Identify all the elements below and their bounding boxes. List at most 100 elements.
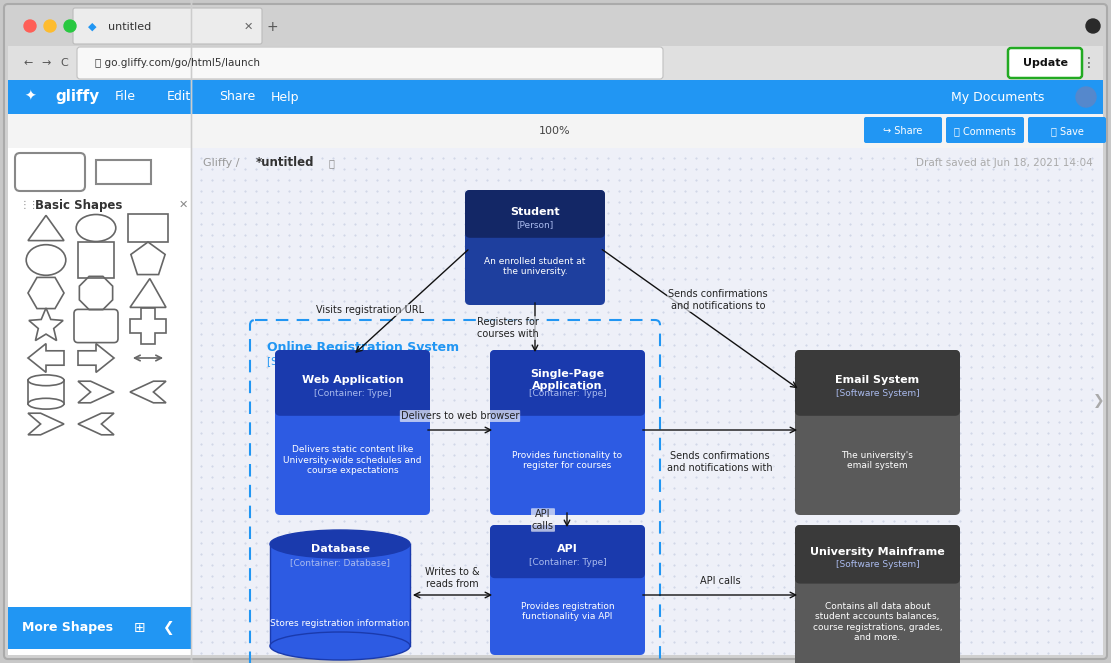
Text: Share: Share xyxy=(219,91,256,103)
Text: 💾 Save: 💾 Save xyxy=(1051,126,1083,136)
Text: Student: Student xyxy=(510,207,560,217)
Text: [Container: Database]: [Container: Database] xyxy=(290,558,390,568)
Text: More Shapes: More Shapes xyxy=(22,621,113,634)
Bar xyxy=(270,544,410,646)
Text: Provides registration
functionality via API: Provides registration functionality via … xyxy=(521,602,614,621)
Text: Web Application: Web Application xyxy=(302,375,403,385)
FancyBboxPatch shape xyxy=(1008,48,1082,78)
Text: Stores registration information: Stores registration information xyxy=(270,619,410,629)
Text: Sends confirmations
and notifications with: Sends confirmations and notifications wi… xyxy=(668,452,773,473)
Text: 💬 Comments: 💬 Comments xyxy=(954,126,1015,136)
Text: Email System: Email System xyxy=(835,375,920,385)
Bar xyxy=(8,46,1103,80)
Text: Delivers to web browser: Delivers to web browser xyxy=(401,411,519,421)
Text: Visits registration URL: Visits registration URL xyxy=(316,305,424,315)
FancyBboxPatch shape xyxy=(1028,117,1105,143)
Text: C: C xyxy=(60,58,68,68)
Bar xyxy=(8,114,1103,148)
Text: Basic Shapes: Basic Shapes xyxy=(36,198,122,211)
FancyBboxPatch shape xyxy=(490,350,645,515)
Bar xyxy=(96,160,151,184)
Text: 100%: 100% xyxy=(539,126,571,136)
Text: Draft saved at Jun 18, 2021 14:04: Draft saved at Jun 18, 2021 14:04 xyxy=(917,158,1093,168)
Bar xyxy=(280,401,426,411)
Text: Help: Help xyxy=(271,91,300,103)
FancyBboxPatch shape xyxy=(945,117,1024,143)
FancyBboxPatch shape xyxy=(490,350,645,416)
Bar xyxy=(78,242,114,278)
Text: [Container: Type]: [Container: Type] xyxy=(313,389,391,398)
Text: ⊞: ⊞ xyxy=(134,621,146,635)
Text: University Mainframe: University Mainframe xyxy=(810,547,944,557)
FancyBboxPatch shape xyxy=(490,525,645,655)
Bar xyxy=(470,223,600,233)
Bar xyxy=(496,401,640,411)
Text: untitled: untitled xyxy=(108,22,151,32)
FancyBboxPatch shape xyxy=(795,525,960,663)
FancyBboxPatch shape xyxy=(795,525,960,583)
Ellipse shape xyxy=(270,632,410,660)
Text: ⋮: ⋮ xyxy=(1082,56,1095,70)
Text: [Software System]: [Software System] xyxy=(267,357,363,367)
Circle shape xyxy=(24,20,36,32)
Text: ✕: ✕ xyxy=(178,200,188,210)
Text: [Software System]: [Software System] xyxy=(835,560,919,570)
Text: Database: Database xyxy=(310,544,370,554)
Bar xyxy=(128,213,168,243)
FancyBboxPatch shape xyxy=(276,350,430,416)
FancyBboxPatch shape xyxy=(466,190,605,305)
FancyBboxPatch shape xyxy=(490,525,645,578)
Circle shape xyxy=(64,20,76,32)
Text: +: + xyxy=(267,20,278,34)
FancyBboxPatch shape xyxy=(77,47,663,79)
Text: Writes to &
reads from: Writes to & reads from xyxy=(424,568,479,589)
Text: ↪ Share: ↪ Share xyxy=(883,126,923,136)
Text: Provides functionality to
register for courses: Provides functionality to register for c… xyxy=(512,451,622,470)
Text: [Software System]: [Software System] xyxy=(835,389,919,398)
Text: My Documents: My Documents xyxy=(951,91,1044,103)
Text: Registers for
courses with: Registers for courses with xyxy=(477,317,539,339)
Text: Edit: Edit xyxy=(167,91,191,103)
Bar xyxy=(800,401,955,411)
FancyBboxPatch shape xyxy=(4,4,1107,659)
FancyBboxPatch shape xyxy=(795,350,960,416)
Text: ◆: ◆ xyxy=(88,22,97,32)
Text: ⋮⋮: ⋮⋮ xyxy=(20,200,40,210)
Bar xyxy=(800,569,955,579)
Text: Update: Update xyxy=(1022,58,1068,68)
Bar xyxy=(496,563,640,573)
FancyBboxPatch shape xyxy=(73,8,262,44)
Text: An enrolled student at
the university.: An enrolled student at the university. xyxy=(484,257,585,276)
Circle shape xyxy=(1085,19,1100,33)
Text: API calls: API calls xyxy=(700,576,740,586)
Bar xyxy=(8,80,1103,114)
Text: Gliffy /: Gliffy / xyxy=(203,158,243,168)
Text: [Container: Type]: [Container: Type] xyxy=(529,389,607,398)
Text: API: API xyxy=(557,544,578,554)
Circle shape xyxy=(1075,87,1095,107)
Text: 🔒: 🔒 xyxy=(329,158,334,168)
Bar xyxy=(8,148,191,655)
Text: ✦: ✦ xyxy=(24,90,36,104)
Text: Sends confirmations
and notifications to: Sends confirmations and notifications to xyxy=(668,289,768,311)
Text: ❮: ❮ xyxy=(162,621,173,635)
FancyBboxPatch shape xyxy=(276,350,430,515)
Text: [Container: Type]: [Container: Type] xyxy=(529,558,607,567)
Text: Delivers static content like
University-wide schedules and
course expectations: Delivers static content like University-… xyxy=(283,446,422,475)
Text: The university's
email system: The university's email system xyxy=(841,451,913,470)
Bar xyxy=(8,8,1103,46)
Text: *untitled: *untitled xyxy=(256,156,314,170)
Ellipse shape xyxy=(28,398,64,409)
FancyBboxPatch shape xyxy=(864,117,942,143)
Text: File: File xyxy=(116,91,136,103)
Text: Single-Page
Application: Single-Page Application xyxy=(530,369,604,391)
Ellipse shape xyxy=(270,530,410,558)
Text: gliffy: gliffy xyxy=(56,90,99,105)
Bar xyxy=(191,148,1103,655)
FancyBboxPatch shape xyxy=(466,190,605,238)
Text: →: → xyxy=(41,58,51,68)
Text: Online Registration System: Online Registration System xyxy=(267,341,459,354)
FancyBboxPatch shape xyxy=(795,350,960,515)
Text: Contains all data about
student accounts balances,
course registrations, grades,: Contains all data about student accounts… xyxy=(812,602,942,642)
Text: ❯: ❯ xyxy=(1093,394,1104,408)
